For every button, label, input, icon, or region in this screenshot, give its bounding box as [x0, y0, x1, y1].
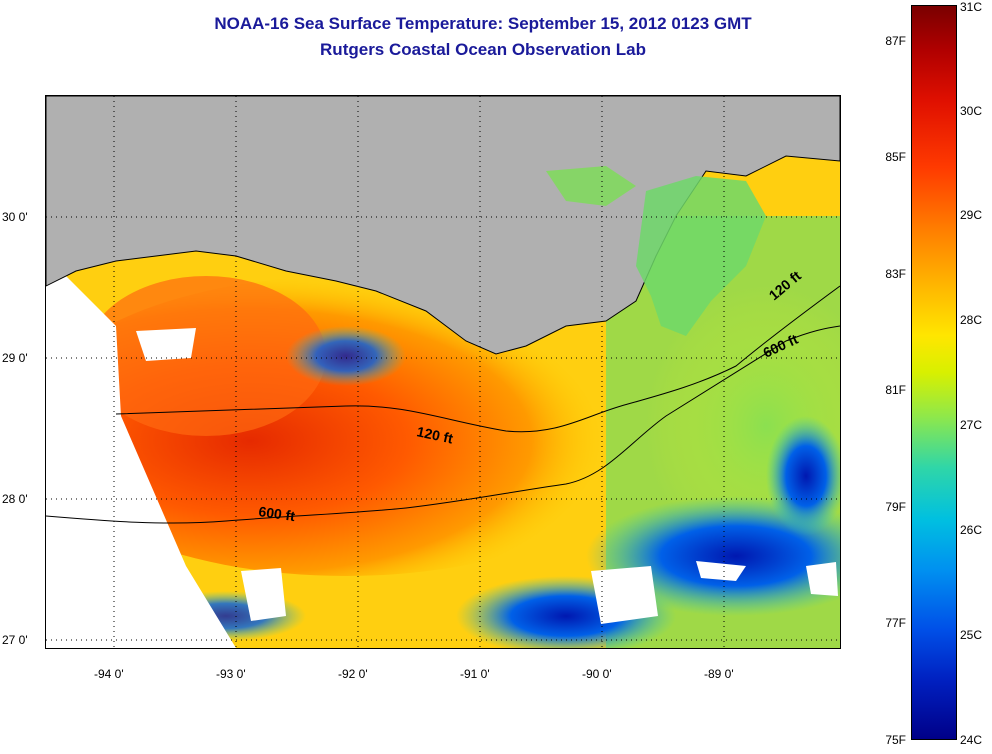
contour-600ft — [46, 325, 840, 524]
land-louisiana-coast — [46, 96, 840, 355]
lon-label: -90 0' — [582, 667, 612, 681]
lon-label: -89 0' — [704, 667, 734, 681]
lon-label: -93 0' — [216, 667, 246, 681]
colorbar-c-label: 24C — [960, 733, 983, 747]
contour-label: 600 ft — [258, 503, 297, 524]
sst-map-svg: 120 ft 120 ft 600 ft 600 ft — [46, 96, 840, 648]
temperature-colorbar — [911, 5, 957, 740]
colorbar-f-label: 75F — [885, 733, 906, 747]
cold-patch-e — [766, 416, 840, 536]
cloud — [136, 328, 196, 361]
colorbar-f-label: 79F — [885, 500, 906, 514]
colorbar-f-label: 85F — [885, 150, 906, 164]
warm-west — [86, 276, 326, 436]
lat-label: 28 0' — [2, 492, 28, 506]
lat-label: 27 0' — [2, 633, 28, 647]
colorbar-c-label: 25C — [960, 628, 983, 642]
colorbar-c-label: 30C — [960, 104, 983, 118]
colorbar-f-label: 87F — [885, 34, 906, 48]
no-data-region — [46, 256, 236, 648]
contour-120ft — [115, 285, 840, 433]
lon-label: -94 0' — [94, 667, 124, 681]
map-subtitle: Rutgers Coastal Ocean Observation Lab — [320, 40, 646, 59]
colorbar-f-label: 83F — [885, 267, 906, 281]
cold-patch-n — [286, 326, 406, 386]
cloud — [696, 561, 746, 581]
delta-marsh — [636, 176, 766, 336]
graticule — [46, 96, 840, 648]
colorbar-c-label: 29C — [960, 208, 983, 222]
lake-pontchartrain — [546, 166, 636, 206]
cloud — [241, 568, 286, 621]
colorbar-c-label: 28C — [960, 313, 983, 327]
colorbar-c-label: 31C — [960, 0, 983, 14]
sst-map: 120 ft 120 ft 600 ft 600 ft — [45, 95, 841, 649]
cloud — [806, 562, 838, 596]
lat-label: 30 0' — [2, 210, 28, 224]
lon-label: -92 0' — [338, 667, 368, 681]
colorbar-f-label: 81F — [885, 383, 906, 397]
lon-label: -91 0' — [460, 667, 490, 681]
contour-label: 120 ft — [415, 423, 454, 446]
map-title: NOAA-16 Sea Surface Temperature: Septemb… — [214, 14, 752, 33]
colorbar-c-label: 26C — [960, 523, 983, 537]
cloud — [591, 566, 658, 624]
colorbar-c-label: 27C — [960, 418, 983, 432]
lat-label: 29 0' — [2, 351, 28, 365]
colorbar-f-label: 77F — [885, 616, 906, 630]
